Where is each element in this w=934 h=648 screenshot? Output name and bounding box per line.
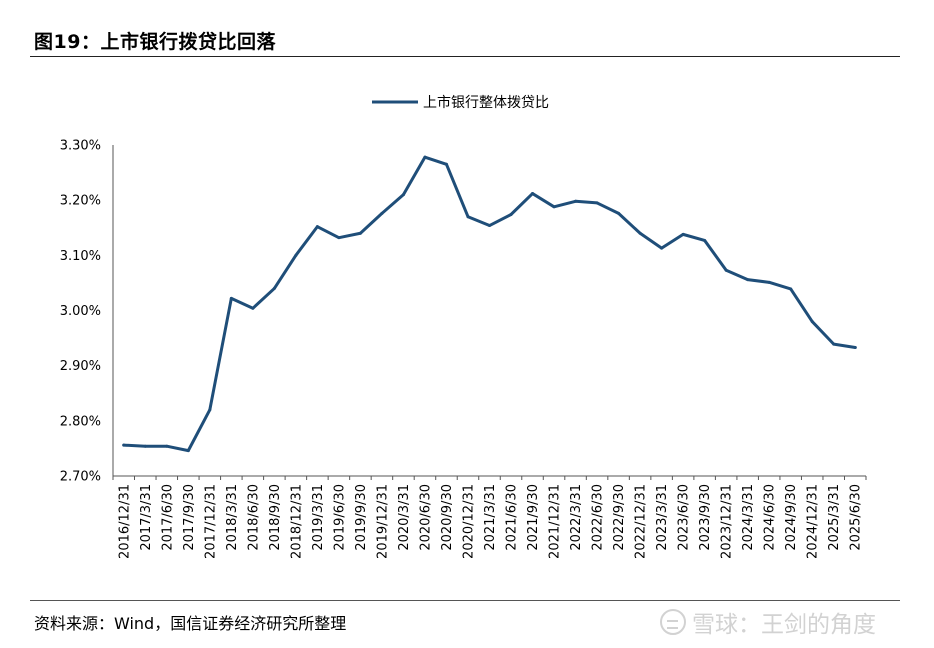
- data-point: [444, 162, 448, 166]
- x-tick-label: 2021/12/31: [548, 484, 563, 559]
- x-tick-label: 2019/3/31: [311, 484, 326, 551]
- x-tick-label: 2025/3/31: [827, 484, 842, 551]
- x-tick-label: 2016/12/31: [117, 484, 132, 559]
- x-tick-label: 2024/6/30: [763, 484, 778, 551]
- x-tick-label: 2021/6/30: [505, 484, 520, 551]
- data-point: [617, 211, 621, 215]
- x-tick-label: 2019/12/31: [375, 484, 390, 559]
- x-tick-label: 2022/3/31: [569, 484, 584, 551]
- title-rule: [30, 56, 900, 57]
- x-tick-label: 2022/6/30: [591, 484, 606, 551]
- x-tick-label: 2018/6/30: [246, 484, 261, 551]
- y-tick-label: 2.90%: [60, 359, 101, 374]
- data-point: [272, 286, 276, 290]
- x-tick-label: 2019/6/30: [332, 484, 347, 551]
- x-tick-label: 2017/3/31: [139, 484, 154, 551]
- x-tick-label: 2017/6/30: [160, 484, 175, 551]
- series-line: [122, 155, 857, 453]
- legend-label: 上市银行整体拨贷比: [423, 94, 549, 111]
- data-point: [681, 232, 685, 236]
- data-point: [638, 231, 642, 235]
- data-point: [767, 280, 771, 284]
- data-point: [595, 201, 599, 205]
- data-point: [380, 211, 384, 215]
- x-tick-label: 2023/9/30: [698, 484, 713, 551]
- y-tick-label: 3.00%: [60, 304, 101, 319]
- x-tick-label: 2025/6/30: [849, 484, 864, 551]
- figure-title: 图19：上市银行拨贷比回落: [34, 31, 276, 53]
- x-tick-label: 2020/9/30: [440, 484, 455, 551]
- data-point: [789, 287, 793, 291]
- data-point: [122, 443, 126, 447]
- x-tick-label: 2022/9/30: [612, 484, 627, 551]
- x-tick-label: 2023/6/30: [677, 484, 692, 551]
- data-point: [810, 320, 814, 324]
- data-point-group: [122, 155, 857, 453]
- x-tick-label: 2020/3/31: [397, 484, 412, 551]
- data-point: [574, 199, 578, 203]
- x-tick-label: 2021/9/30: [526, 484, 541, 551]
- data-point: [165, 444, 169, 448]
- data-point: [229, 296, 233, 300]
- x-tick-label: 2022/12/31: [634, 484, 649, 559]
- data-point: [832, 342, 836, 346]
- x-tick-group: 2016/12/31 2017/3/31 2017/6/30 2017/9/30 201…: [112, 476, 867, 559]
- data-point: [853, 345, 857, 349]
- x-tick-label: 2018/3/31: [225, 484, 240, 551]
- data-point: [423, 155, 427, 159]
- data-point: [703, 238, 707, 242]
- watermark: 雪球：王剑的角度: [660, 605, 876, 639]
- data-point: [509, 213, 513, 217]
- y-tick-label: 2.70%: [60, 470, 101, 485]
- y-tick-label: 3.30%: [60, 139, 101, 154]
- data-point: [337, 236, 341, 240]
- watermark-logo-icon: [660, 609, 686, 635]
- data-point: [466, 215, 470, 219]
- source-note: 资料来源：Wind，国信证券经济研究所整理: [34, 614, 347, 633]
- x-tick-label: 2024/9/30: [784, 484, 799, 551]
- data-point: [143, 444, 147, 448]
- data-point: [186, 449, 190, 453]
- data-point: [208, 408, 212, 412]
- y-tick-label: 3.20%: [60, 194, 101, 209]
- data-point: [660, 246, 664, 250]
- x-tick-label: 2023/3/31: [655, 484, 670, 551]
- data-point: [488, 224, 491, 228]
- source-rule: [30, 600, 900, 601]
- y-tick-label: 2.80%: [60, 414, 101, 429]
- x-tick-label: 2024/12/31: [806, 484, 821, 559]
- y-tick-group: 3.30% 3.20% 3.10% 3.00% 2.90% 2.80% 2.70%: [60, 139, 101, 485]
- y-tick-label: 3.10%: [60, 249, 101, 264]
- data-point: [315, 225, 319, 229]
- legend: 上市银行整体拨贷比: [372, 94, 549, 111]
- x-tick-label: 2020/6/30: [418, 484, 433, 551]
- data-point: [531, 192, 535, 196]
- line-chart: 上市银行整体拨贷比 3.30% 3.20% 3.10% 3.00% 2.90% 2.80%…: [60, 94, 867, 559]
- x-tick-label: 2023/12/31: [720, 484, 735, 559]
- x-tick-label: 2018/9/30: [268, 484, 283, 551]
- data-point: [552, 205, 556, 209]
- data-point: [724, 268, 728, 272]
- data-point: [294, 253, 298, 257]
- x-tick-label: 2024/3/31: [741, 484, 756, 551]
- x-tick-label: 2017/9/30: [182, 484, 197, 551]
- x-tick-label: 2017/12/31: [203, 484, 218, 559]
- data-point: [401, 193, 405, 197]
- data-point: [358, 231, 362, 235]
- x-tick-label: 2020/12/31: [461, 484, 476, 559]
- data-point: [746, 278, 750, 282]
- data-point: [251, 306, 255, 310]
- x-tick-label: 2018/12/31: [289, 484, 304, 559]
- x-tick-label: 2021/3/31: [483, 484, 498, 551]
- x-tick-label: 2019/9/30: [354, 484, 369, 551]
- watermark-text: 雪球：王剑的角度: [692, 612, 876, 638]
